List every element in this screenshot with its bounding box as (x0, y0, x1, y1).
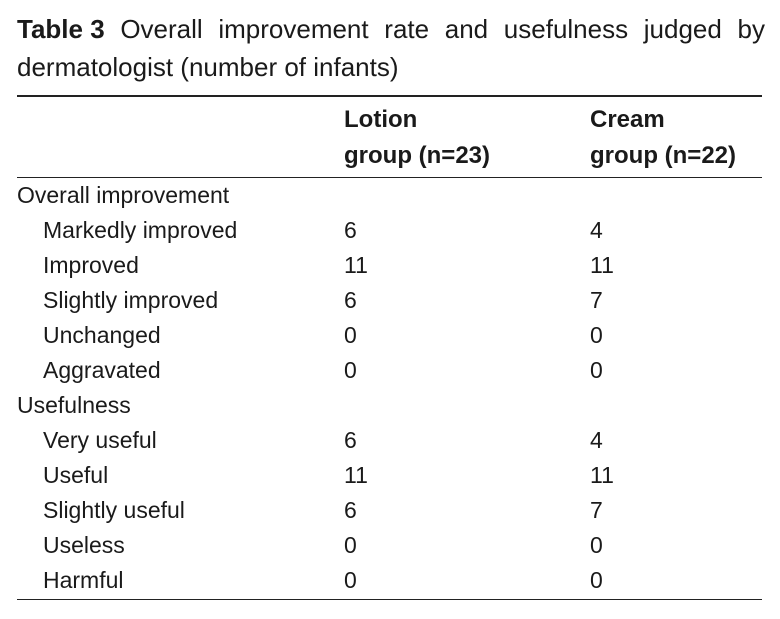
lotion-value: 11 (344, 252, 368, 278)
table-body: Overall improvement Markedly improved 6 … (17, 178, 762, 598)
table-row: Harmful 0 0 (17, 563, 762, 598)
row-label: Improved (43, 252, 139, 278)
lotion-value: 6 (344, 497, 357, 523)
cream-value: 11 (590, 462, 614, 488)
cream-value: 4 (590, 427, 603, 453)
lotion-value: 6 (344, 427, 357, 453)
caption-word: improvement (218, 14, 369, 44)
column-header-cream-line2: group (n=22) (590, 142, 737, 169)
row-label: Markedly improved (43, 217, 238, 243)
cream-value: 0 (590, 532, 603, 558)
column-header-lotion-line1: Lotion (344, 106, 418, 133)
cream-value: 7 (590, 287, 603, 313)
caption-line-2: dermatologist (number of infants) (17, 52, 399, 82)
table-row-group-heading: Usefulness (17, 388, 762, 423)
lotion-value: 6 (344, 287, 357, 313)
row-label: Useless (43, 532, 125, 558)
table-top-rule (17, 95, 762, 97)
cream-value: 4 (590, 217, 603, 243)
table-caption: Table 3 Overall improvement rate and use… (17, 10, 765, 86)
row-label: Overall improvement (17, 182, 230, 208)
table-row: Useful 11 11 (17, 458, 762, 493)
cream-value: 0 (590, 567, 603, 593)
table-row: Unchanged 0 0 (17, 318, 762, 353)
row-label: Unchanged (43, 322, 161, 348)
caption-word: usefulness (503, 14, 629, 44)
row-label: Useful (43, 462, 109, 488)
row-label: Harmful (43, 567, 124, 593)
caption-word: judged (643, 14, 722, 44)
lotion-value: 0 (344, 357, 357, 383)
column-header-lotion-line2: group (n=23) (344, 142, 491, 169)
table-row: Aggravated 0 0 (17, 353, 762, 388)
column-header-cream-line1: Cream (590, 106, 665, 133)
table-row: Useless 0 0 (17, 528, 762, 563)
lotion-value: 0 (344, 532, 357, 558)
table-row: Very useful 6 4 (17, 423, 762, 458)
lotion-value: 0 (344, 567, 357, 593)
row-label: Very useful (43, 427, 157, 453)
table-row: Slightly useful 6 7 (17, 493, 762, 528)
row-label: Slightly improved (43, 287, 219, 313)
cream-value: 11 (590, 252, 614, 278)
row-label: Slightly useful (43, 497, 185, 523)
table-row: Improved 11 11 (17, 248, 762, 283)
table-row-group-heading: Overall improvement (17, 178, 762, 213)
table-number: Table 3 (17, 14, 105, 44)
column-header-lotion: Lotion group (n=23) (344, 102, 490, 174)
row-label: Aggravated (43, 357, 161, 383)
cream-value: 0 (590, 357, 603, 383)
cream-value: 0 (590, 322, 603, 348)
table-bottom-rule (17, 599, 762, 600)
column-header-cream: Cream group (n=22) (590, 102, 736, 174)
lotion-value: 6 (344, 217, 357, 243)
caption-word: rate (384, 14, 430, 44)
lotion-value: 0 (344, 322, 357, 348)
caption-word: by (737, 14, 765, 44)
table-row: Slightly improved 6 7 (17, 283, 762, 318)
table-header-rule (17, 177, 762, 178)
caption-line-1: Table 3 Overall improvement rate and use… (17, 10, 765, 48)
lotion-value: 11 (344, 462, 368, 488)
cream-value: 7 (590, 497, 603, 523)
row-label: Usefulness (17, 392, 131, 418)
table-row: Markedly improved 6 4 (17, 213, 762, 248)
caption-word: and (444, 14, 489, 44)
caption-word: Overall (120, 14, 203, 44)
